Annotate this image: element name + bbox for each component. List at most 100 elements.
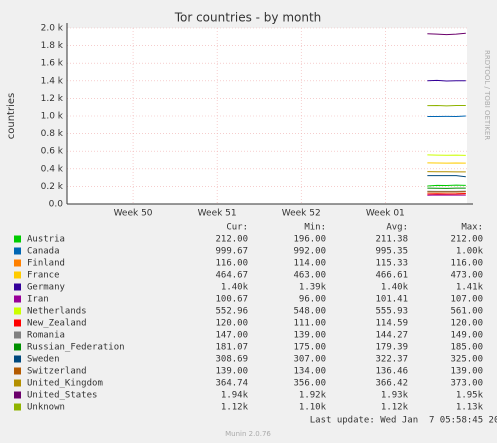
legend-stat: 147.00: [215, 331, 248, 341]
legend-swatch: [14, 319, 21, 327]
legend-header: Cur:: [226, 223, 248, 233]
legend-stat: 466.61: [375, 271, 408, 281]
legend-stat: 116.00: [450, 259, 483, 269]
legend-stat: 552.96: [215, 307, 248, 317]
legend-name: Canada: [27, 247, 60, 257]
y-tick-label: 0.6 k: [41, 147, 64, 157]
legend-name: United_States: [27, 391, 97, 401]
legend-stat: 356.00: [293, 379, 326, 389]
legend-name: Germany: [27, 283, 66, 293]
y-tick-label: 1.6 k: [41, 59, 64, 69]
legend-swatch: [14, 235, 21, 243]
legend-stat: 325.00: [450, 355, 483, 365]
legend-header: Max:: [461, 223, 483, 233]
y-tick-label: 1.2 k: [41, 94, 64, 104]
legend-stat: 1.93k: [381, 391, 409, 401]
legend-stat: 1.95k: [456, 391, 484, 401]
legend-name: Russian_Federation: [27, 343, 125, 353]
legend-stat: 175.00: [293, 343, 326, 353]
legend-stat: 111.00: [293, 319, 326, 329]
version: Munin 2.0.76: [225, 430, 271, 438]
legend-stat: 100.67: [215, 295, 248, 305]
x-tick-label: Week 01: [366, 209, 405, 219]
y-tick-label: 1.8 k: [41, 41, 64, 51]
legend-stat: 1.00k: [456, 247, 484, 257]
legend-swatch: [14, 307, 21, 315]
legend-stat: 1.40k: [381, 283, 409, 293]
legend-name: Unknown: [27, 403, 65, 413]
x-tick-label: Week 50: [114, 209, 153, 219]
legend-stat: 114.59: [375, 319, 408, 329]
y-tick-label: 0.2 k: [41, 182, 64, 192]
legend-stat: 373.00: [450, 379, 483, 389]
series-line: [427, 192, 466, 195]
y-tick-label: 2.0 k: [41, 24, 64, 34]
legend-name: United_Kingdom: [27, 379, 103, 389]
legend-stat: 1.94k: [221, 391, 249, 401]
legend-stat: 120.00: [450, 319, 483, 329]
y-axis-label: countries: [6, 93, 17, 139]
legend-stat: 1.13k: [456, 403, 484, 413]
legend-stat: 1.40k: [221, 283, 249, 293]
legend-stat: 144.27: [375, 331, 408, 341]
legend-stat: 555.93: [375, 307, 408, 317]
legend-stat: 548.00: [293, 307, 326, 317]
x-tick-label: Week 52: [282, 209, 321, 219]
legend-stat: 115.33: [375, 259, 408, 269]
legend-stat: 1.41k: [456, 283, 484, 293]
legend-stat: 366.42: [375, 379, 408, 389]
legend-stat: 463.00: [293, 271, 326, 281]
legend-swatch: [14, 355, 21, 363]
y-tick-label: 1.0 k: [41, 112, 64, 122]
series-line: [427, 184, 466, 187]
legend-name: France: [27, 271, 60, 281]
legend-name: Switzerland: [27, 367, 87, 377]
legend-stat: 179.39: [375, 343, 408, 353]
legend-stat: 136.46: [375, 367, 408, 377]
legend-stat: 139.00: [450, 367, 483, 377]
legend-stat: 114.00: [293, 259, 326, 269]
x-tick-label: Week 51: [198, 209, 237, 219]
legend-stat: 1.12k: [381, 403, 409, 413]
legend-stat: 1.39k: [299, 283, 327, 293]
legend-name: Romania: [27, 331, 65, 341]
legend-swatch: [14, 331, 21, 339]
legend-swatch: [14, 247, 21, 255]
y-tick-label: 0.0: [49, 200, 64, 210]
legend-name: Finland: [27, 259, 65, 269]
legend-swatch: [14, 367, 21, 375]
legend-name: Netherlands: [27, 307, 87, 317]
legend-stat: 96.00: [299, 295, 326, 305]
legend-stat: 464.67: [215, 271, 248, 281]
legend-stat: 1.10k: [299, 403, 327, 413]
legend-stat: 211.38: [375, 235, 408, 245]
legend-swatch: [14, 259, 21, 267]
legend-stat: 561.00: [450, 307, 483, 317]
legend-swatch: [14, 283, 21, 291]
legend-stat: 196.00: [293, 235, 326, 245]
legend-stat: 181.07: [215, 343, 248, 353]
legend-stat: 1.12k: [221, 403, 249, 413]
legend-stat: 473.00: [450, 271, 483, 281]
legend-stat: 999.67: [215, 247, 248, 257]
series-line: [427, 79, 466, 82]
legend-header: Avg:: [386, 223, 408, 233]
legend-swatch: [14, 271, 21, 279]
series-line: [427, 32, 466, 36]
chart-title: Tor countries - by month: [174, 11, 322, 25]
legend-stat: 212.00: [215, 235, 248, 245]
legend-stat: 139.00: [215, 367, 248, 377]
legend-stat: 307.00: [293, 355, 326, 365]
last-update: Last update: Wed Jan 7 05:58:45 2026: [310, 416, 497, 426]
legend-swatch: [14, 403, 21, 411]
side-text: RRDTOOL / TOBI OETIKER: [483, 50, 491, 140]
legend-stat: 1.92k: [299, 391, 327, 401]
legend-name: Iran: [27, 295, 49, 305]
y-tick-label: 0.4 k: [41, 164, 64, 174]
legend-stat: 364.74: [215, 379, 248, 389]
series-line: [427, 175, 466, 178]
legend-stat: 185.00: [450, 343, 483, 353]
legend-stat: 322.37: [375, 355, 408, 365]
